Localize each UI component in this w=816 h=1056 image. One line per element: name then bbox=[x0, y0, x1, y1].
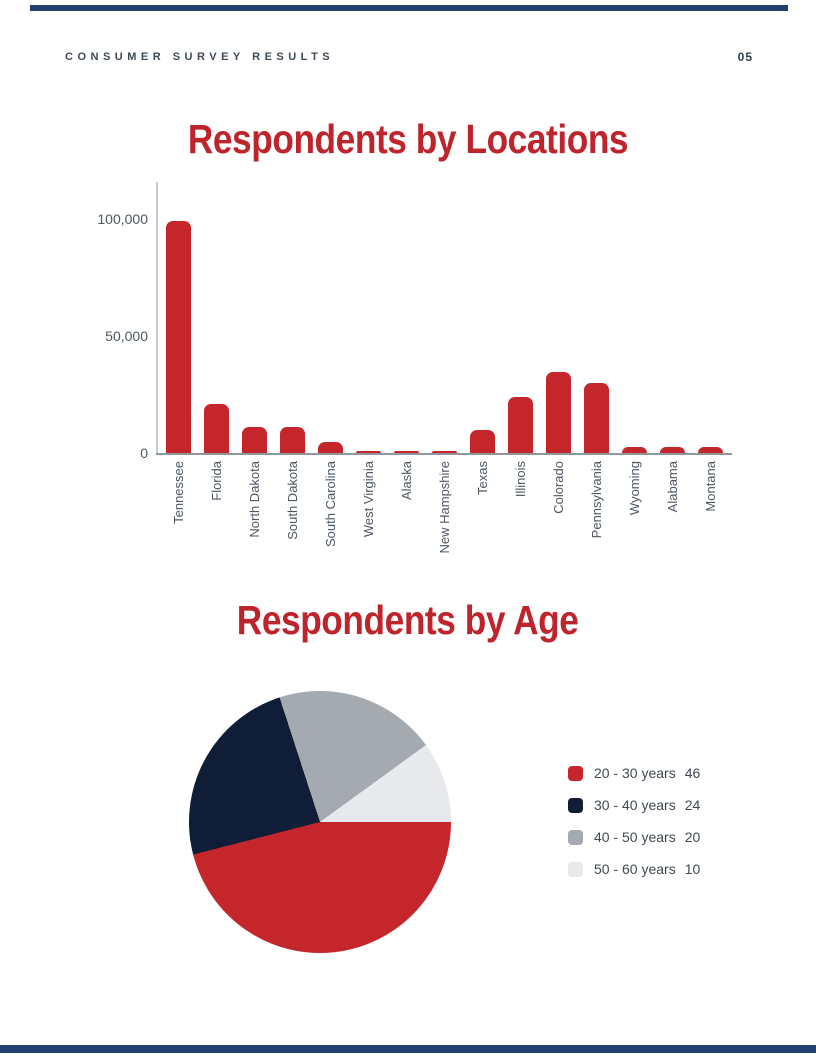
bar-chart-title: Respondents by Locations bbox=[0, 116, 816, 162]
top-rule-bar bbox=[30, 5, 788, 11]
bar-chart-title-text: Respondents by Locations bbox=[187, 116, 629, 162]
x-tick-label: Pennsylvania bbox=[588, 461, 604, 539]
bar-colorado bbox=[546, 372, 571, 453]
x-tick-label: Alaska bbox=[398, 461, 414, 501]
legend-value: 24 bbox=[684, 797, 701, 813]
x-tick-label: South Dakota bbox=[284, 461, 300, 540]
legend-label: 30 - 40 years bbox=[594, 797, 676, 813]
pie-chart-title-text: Respondents by Age bbox=[237, 597, 579, 643]
x-tick-label: Montana bbox=[702, 461, 718, 512]
legend-value: 46 bbox=[684, 765, 701, 781]
legend-value: 20 bbox=[684, 829, 701, 845]
legend-label: 20 - 30 years bbox=[594, 765, 676, 781]
x-tick-label: Alabama bbox=[664, 461, 680, 513]
bar-south-carolina bbox=[318, 442, 343, 453]
bar-illinois bbox=[508, 396, 533, 453]
pie-chart bbox=[189, 691, 451, 953]
y-tick-label: 0 bbox=[140, 445, 148, 461]
x-tick-label: Tennessee bbox=[170, 461, 186, 524]
bar-wyoming bbox=[622, 446, 647, 453]
bar-chart: 0 50,000 100,000 Tennessee Florida North Dako… bbox=[97, 182, 732, 554]
x-tick-label: New Hampshire bbox=[436, 461, 452, 554]
y-axis-line bbox=[156, 182, 158, 455]
legend-swatch bbox=[568, 829, 583, 845]
x-tick-label: North Dakota bbox=[246, 461, 262, 538]
bar-texas bbox=[470, 429, 495, 453]
bar-alabama bbox=[660, 446, 685, 453]
legend-row: 50 - 60 years 10 bbox=[568, 861, 700, 877]
y-tick-label: 100,000 bbox=[97, 211, 148, 227]
bar-pennsylvania bbox=[584, 382, 609, 453]
bar-florida bbox=[204, 403, 229, 453]
legend-label: 40 - 50 years bbox=[594, 829, 676, 845]
bottom-rule-bar bbox=[0, 1045, 816, 1053]
bar-west-virginia bbox=[356, 450, 381, 453]
header-title: CONSUMER SURVEY RESULTS bbox=[65, 51, 335, 63]
bar-montana bbox=[698, 446, 723, 453]
pie-chart-title: Respondents by Age bbox=[0, 597, 816, 643]
legend-swatch bbox=[568, 797, 583, 813]
y-tick-label: 50,000 bbox=[105, 328, 148, 344]
x-tick-label: Wyoming bbox=[626, 461, 642, 516]
legend-row: 40 - 50 years 20 bbox=[568, 829, 700, 845]
page-number: 05 bbox=[737, 50, 753, 64]
legend-value: 10 bbox=[684, 861, 701, 877]
legend-label: 50 - 60 years bbox=[594, 861, 676, 877]
x-tick-label: Texas bbox=[474, 461, 490, 495]
bar-tennessee bbox=[166, 221, 191, 453]
legend-row: 20 - 30 years 46 bbox=[568, 765, 700, 781]
bar-north-dakota bbox=[242, 427, 267, 453]
bar-new-hampshire bbox=[432, 450, 457, 453]
legend-swatch bbox=[568, 861, 583, 877]
x-tick-label: West Virginia bbox=[360, 461, 376, 538]
x-tick-label: Colorado bbox=[550, 461, 566, 514]
x-axis-line bbox=[156, 453, 732, 455]
legend-row: 30 - 40 years 24 bbox=[568, 797, 700, 813]
bar-south-dakota bbox=[280, 427, 305, 453]
bar-alaska bbox=[394, 450, 419, 453]
legend-swatch bbox=[568, 765, 583, 781]
x-tick-label: Illinois bbox=[512, 461, 528, 498]
x-tick-label: Florida bbox=[208, 461, 224, 501]
x-tick-label: South Carolina bbox=[322, 461, 338, 547]
